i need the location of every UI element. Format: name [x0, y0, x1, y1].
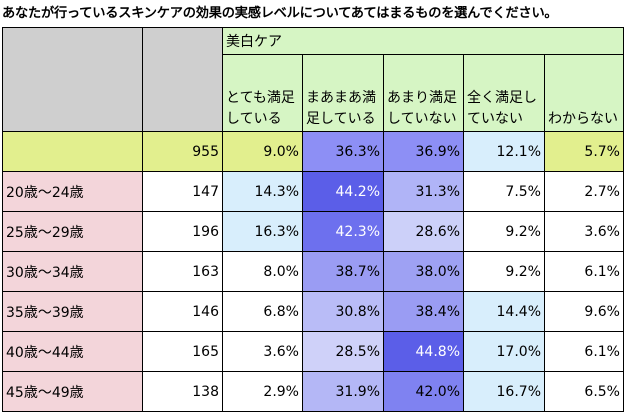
value-cell: 14.4%	[463, 291, 545, 332]
value-cell: 44.8%	[383, 331, 464, 372]
column-header-dont-know: わからない	[544, 54, 624, 132]
value-cell: 2.9%	[222, 371, 303, 412]
value-cell: 42.3%	[302, 211, 384, 252]
row-count: 165	[142, 331, 223, 372]
table-row: 35歳～39歳 146 6.8% 30.8% 38.4% 14.4% 9.6%	[2, 291, 624, 332]
total-count: 955	[142, 131, 223, 172]
value-cell: 42.0%	[383, 371, 464, 412]
table-row: 40歳～44歳 165 3.6% 28.5% 44.8% 17.0% 6.1%	[2, 331, 624, 372]
value-cell: 9.2%	[463, 211, 545, 252]
value-cell: 16.7%	[463, 371, 545, 412]
age-group-label: 40歳～44歳	[2, 331, 143, 372]
value-cell: 6.8%	[222, 291, 303, 332]
value-cell: 17.0%	[463, 331, 545, 372]
value-cell: 38.0%	[383, 251, 464, 292]
total-value-cell: 9.0%	[222, 131, 303, 172]
value-cell: 31.3%	[383, 171, 464, 212]
age-group-label: 20歳～24歳	[2, 171, 143, 212]
row-count: 146	[142, 291, 223, 332]
value-cell: 30.8%	[302, 291, 384, 332]
value-cell: 28.6%	[383, 211, 464, 252]
value-cell: 3.6%	[222, 331, 303, 372]
value-cell: 7.5%	[463, 171, 545, 212]
column-header-not-satisfied-at-all: 全く満足していない	[463, 54, 545, 132]
column-header-not-very-satisfied: あまり満足していない	[383, 54, 464, 132]
value-cell: 2.7%	[544, 171, 624, 212]
total-value-cell: 5.7%	[544, 131, 624, 172]
age-group-label: 25歳～29歳	[2, 211, 143, 252]
row-count: 138	[142, 371, 223, 412]
total-value-cell: 36.9%	[383, 131, 464, 172]
results-table: 美白ケア とても満足している まあまあ満足している あまり満足していない 全く満…	[2, 27, 624, 412]
value-cell: 44.2%	[302, 171, 384, 212]
age-group-label: 30歳～34歳	[2, 251, 143, 292]
table-row: 25歳～29歳 196 16.3% 42.3% 28.6% 9.2% 3.6%	[2, 211, 624, 252]
value-cell: 38.4%	[383, 291, 464, 332]
row-count: 147	[142, 171, 223, 212]
page-title: あなたが行っているスキンケアの効果の実感レベルについてあてはまるものを選んでくだ…	[2, 6, 558, 21]
row-count: 163	[142, 251, 223, 292]
value-cell: 6.5%	[544, 371, 624, 412]
age-group-label: 35歳～39歳	[2, 291, 143, 332]
column-header-somewhat-satisfied: まあまあ満足している	[302, 54, 384, 132]
value-cell: 8.0%	[222, 251, 303, 292]
count-header-cell	[142, 27, 223, 132]
value-cell: 9.2%	[463, 251, 545, 292]
value-cell: 31.9%	[302, 371, 384, 412]
value-cell: 38.7%	[302, 251, 384, 292]
total-label-cell	[2, 131, 143, 172]
value-cell: 6.1%	[544, 331, 624, 372]
table-row: 20歳～24歳 147 14.3% 44.2% 31.3% 7.5% 2.7%	[2, 171, 624, 212]
value-cell: 16.3%	[222, 211, 303, 252]
corner-header-cell	[2, 27, 143, 132]
age-group-label: 45歳～49歳	[2, 371, 143, 412]
table-row: 45歳～49歳 138 2.9% 31.9% 42.0% 16.7% 6.5%	[2, 371, 624, 412]
total-value-cell: 36.3%	[302, 131, 384, 172]
value-cell: 6.1%	[544, 251, 624, 292]
value-cell: 28.5%	[302, 331, 384, 372]
row-count: 196	[142, 211, 223, 252]
group-header: 美白ケア	[222, 27, 624, 55]
table-row: 30歳～34歳 163 8.0% 38.7% 38.0% 9.2% 6.1%	[2, 251, 624, 292]
value-cell: 14.3%	[222, 171, 303, 212]
total-value-cell: 12.1%	[463, 131, 545, 172]
column-header-very-satisfied: とても満足している	[222, 54, 303, 132]
value-cell: 3.6%	[544, 211, 624, 252]
value-cell: 9.6%	[544, 291, 624, 332]
